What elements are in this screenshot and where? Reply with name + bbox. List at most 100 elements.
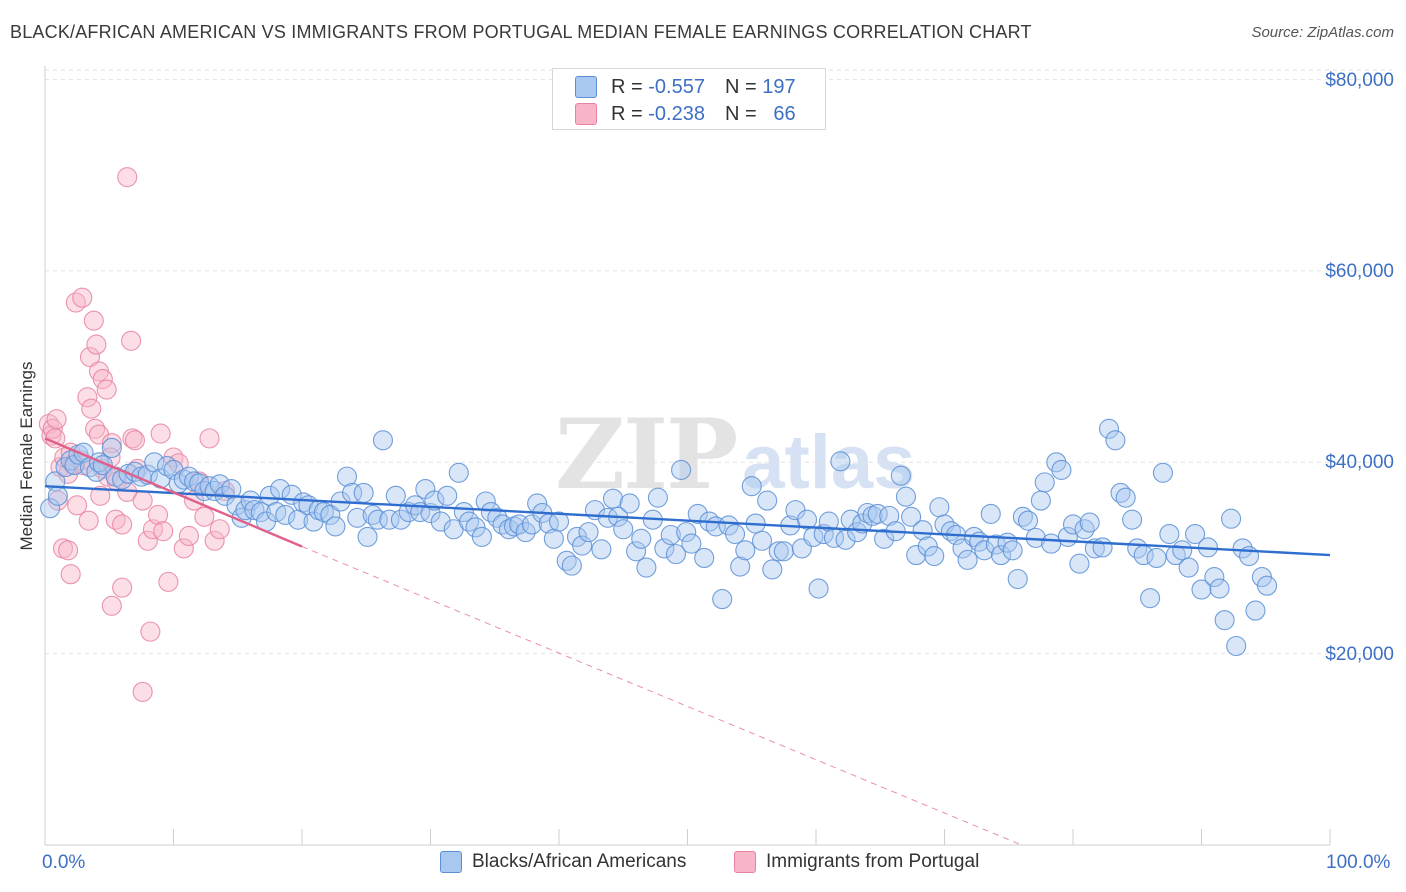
data-point-blacks: [751, 530, 773, 551]
data-point-blacks: [1209, 578, 1230, 599]
data-point-portugal: [81, 398, 102, 419]
data-point-blacks: [357, 526, 378, 547]
data-point-portugal: [173, 538, 194, 559]
data-point-blacks: [250, 501, 271, 523]
data-point-portugal: [77, 387, 98, 408]
series-legend-label: Blacks/African Americans: [472, 851, 687, 872]
data-point-portugal: [168, 453, 189, 474]
data-point-blacks: [1185, 523, 1206, 545]
data-point-portugal: [178, 525, 199, 547]
data-point-blacks: [757, 490, 778, 511]
y-axis-label: Median Female Earnings: [17, 361, 36, 551]
data-point-portugal: [72, 287, 93, 308]
data-point-portugal: [83, 310, 104, 331]
data-point-portugal: [86, 334, 107, 355]
trend-line-portugal-extension: [301, 546, 1022, 846]
data-point-blacks: [974, 540, 995, 561]
data-point-portugal: [158, 571, 179, 592]
data-point-blacks: [1122, 509, 1143, 530]
data-point-blacks: [830, 451, 851, 472]
data-point-blacks: [1017, 510, 1039, 531]
data-point-portugal: [148, 504, 169, 525]
data-point-blacks: [320, 504, 341, 525]
x-tick-label-max: 100.0%: [1326, 852, 1391, 873]
data-point-blacks: [1152, 462, 1173, 483]
data-point-blacks: [209, 474, 230, 495]
data-point-blacks: [561, 555, 582, 576]
trend-line-portugal: [44, 437, 303, 548]
axes-layer: [44, 66, 1331, 846]
data-point-blacks: [1115, 487, 1136, 508]
data-point-blacks: [367, 509, 388, 530]
data-point-blacks: [521, 514, 543, 535]
data-point-portugal: [194, 506, 215, 527]
data-point-blacks: [1204, 567, 1225, 588]
series-legend-item-portugal[interactable]: Immigrants from Portugal: [734, 851, 979, 873]
data-point-blacks: [336, 466, 358, 487]
data-point-blacks: [735, 540, 756, 561]
trend-layer: [44, 437, 1331, 846]
data-point-blacks: [448, 462, 469, 483]
data-point-blacks: [1221, 508, 1242, 529]
data-point-portugal: [60, 564, 81, 585]
data-point-portugal: [124, 430, 145, 451]
series-legend-swatch-pink: [734, 851, 756, 873]
data-point-blacks: [681, 533, 702, 554]
data-point-blacks: [1051, 459, 1072, 480]
data-point-blacks: [818, 511, 839, 532]
data-point-blacks: [852, 513, 873, 534]
data-point-portugal: [132, 490, 153, 511]
data-point-blacks: [660, 524, 681, 546]
data-point-blacks: [1178, 557, 1199, 578]
data-point-blacks: [480, 501, 501, 523]
data-point-blacks: [901, 506, 922, 527]
data-point-blacks: [591, 539, 612, 560]
legend-swatch-blue: [575, 76, 597, 98]
data-point-blacks: [1034, 472, 1055, 493]
legend-n-label: N =: [724, 75, 757, 98]
data-point-blacks: [221, 479, 242, 500]
data-point-blacks: [980, 503, 1001, 525]
data-point-portugal: [112, 514, 133, 535]
data-point-blacks: [101, 437, 122, 458]
data-point-blacks: [990, 545, 1012, 566]
legend-r-label: R =: [611, 102, 643, 125]
series-legend-item-blacks[interactable]: Blacks/African Americans: [440, 851, 686, 873]
legend-swatch-pink: [575, 103, 597, 125]
data-point-blacks: [636, 557, 657, 578]
data-point-blacks: [879, 505, 900, 526]
data-point-blacks: [929, 497, 950, 518]
data-point-blacks: [578, 522, 599, 543]
data-point-portugal: [101, 595, 122, 616]
series-legend-swatch-blue: [440, 851, 462, 873]
y-tick-label: $60,000: [1325, 260, 1394, 282]
data-point-blacks: [1007, 568, 1028, 590]
data-point-blacks: [647, 487, 668, 508]
data-point-blacks: [895, 486, 917, 507]
data-point-portugal: [150, 423, 171, 444]
legend-n-value: 66: [773, 102, 796, 125]
data-point-blacks: [385, 485, 406, 506]
data-point-blacks: [47, 485, 68, 506]
data-point-blacks: [390, 509, 411, 530]
data-point-portugal: [46, 409, 67, 430]
data-point-portugal: [78, 510, 99, 531]
data-point-blacks: [1191, 579, 1212, 600]
data-point-blacks: [741, 476, 762, 497]
trend-line-blacks: [44, 485, 1331, 557]
data-point-blacks: [957, 549, 978, 570]
data-point-blacks: [548, 511, 570, 532]
data-point-blacks: [768, 541, 789, 562]
data-point-blacks: [498, 519, 519, 540]
data-point-blacks: [857, 502, 878, 524]
series-legend: Blacks/African Americans Immigrants from…: [0, 851, 1406, 879]
legend-n-label: N =: [724, 102, 757, 125]
legend-row-portugal: R = -0.238 N = 66: [575, 101, 796, 127]
data-point-portugal: [85, 418, 106, 439]
data-point-portugal: [101, 433, 122, 454]
data-point-portugal: [209, 519, 230, 540]
data-point-blacks: [1140, 588, 1161, 609]
data-point-blacks: [275, 504, 296, 525]
data-point-blacks: [1002, 540, 1023, 561]
